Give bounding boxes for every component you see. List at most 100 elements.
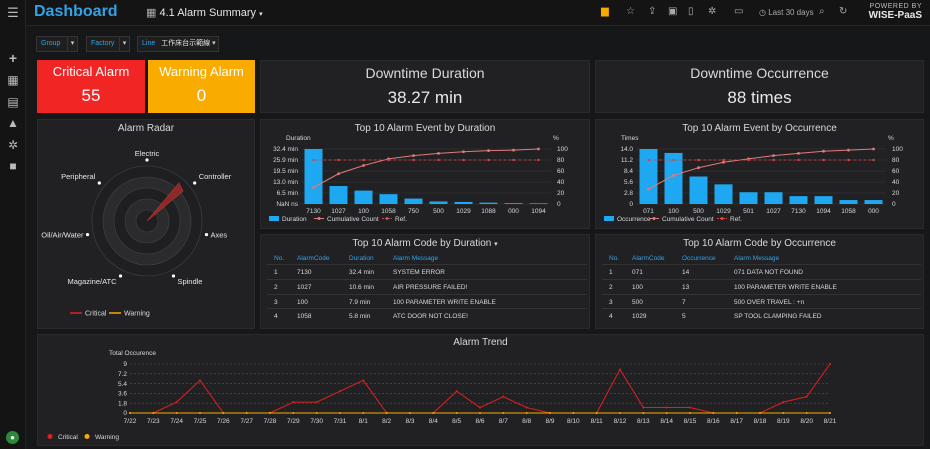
table-row[interactable]: 2 100 13 100 PARAMETER WRITE ENABLE xyxy=(602,278,921,294)
downtime-duration-label: Downtime Duration xyxy=(365,65,485,81)
star-icon[interactable]: ☆ xyxy=(626,6,635,17)
critical-trend-point xyxy=(339,390,341,393)
cumulative-point xyxy=(822,149,825,153)
table-row[interactable]: 3 100 7.9 min 100 PARAMETER WRITE ENABLE xyxy=(267,293,587,309)
plus-icon[interactable]: + xyxy=(8,50,18,66)
cumulative-point xyxy=(647,187,650,191)
y-axis-label: Total Occurence xyxy=(109,350,156,357)
dashboards-icon[interactable]: ▦ xyxy=(7,73,19,87)
top10-duration-table: No. AlarmCode Duration Alarm Message 1 7130 32… xyxy=(267,255,587,327)
gear-icon[interactable]: ✲ xyxy=(7,138,19,152)
cumulative-point xyxy=(672,174,675,177)
x-tick-label: 7/26 xyxy=(217,418,230,425)
table-cell: 071 xyxy=(632,269,643,276)
user-avatar-icon[interactable]: ● xyxy=(6,431,19,444)
cumulative-point xyxy=(437,152,440,155)
dashboard-picker[interactable]: ▦ 4.1 Alarm Summary ▾ xyxy=(146,6,263,19)
bar xyxy=(864,200,883,204)
bell-icon[interactable]: ▲ xyxy=(7,116,19,130)
chevron-down-icon: ▾ xyxy=(212,40,216,47)
group-filter[interactable]: Group ▾ xyxy=(36,36,78,52)
table-header[interactable]: Alarm Message xyxy=(393,255,439,262)
table-row[interactable]: 4 1029 5 SP TOOL CLAMPING FAILED xyxy=(602,308,921,323)
cumulative-point xyxy=(487,149,490,153)
y2-tick-label: 20 xyxy=(557,190,565,197)
radar-axis-label: Magazine/ATC xyxy=(67,277,117,286)
x-tick-label: 8/7 xyxy=(499,418,508,425)
table-header[interactable]: No. xyxy=(609,255,620,262)
y2-tick-label: 0 xyxy=(557,201,561,208)
x-tick-label: 8/21 xyxy=(824,418,837,425)
menu-icon[interactable]: ☰ xyxy=(7,5,19,20)
x-tick-label: 8/1 xyxy=(359,418,368,425)
cumulative-line xyxy=(313,148,539,188)
zoom-out-icon[interactable]: ⌕ xyxy=(819,6,825,17)
table-header[interactable]: AlarmCode xyxy=(297,255,330,262)
brand-title[interactable]: Dashboard xyxy=(34,3,118,20)
warning-trend-point xyxy=(315,412,318,414)
mobile-icon[interactable]: ▯ xyxy=(688,6,694,17)
radar-axis-label: Spindle xyxy=(177,277,202,286)
bar xyxy=(429,201,448,204)
ref-point xyxy=(387,158,390,162)
x-tick-label: 7130 xyxy=(791,208,806,215)
table-row[interactable]: 2 1027 10.6 min AIR PRESSURE FAILED! xyxy=(267,278,587,294)
time-range-picker[interactable]: ◷ Last 30 days xyxy=(759,8,814,17)
cumulative-point xyxy=(412,154,415,157)
y-tick-label: 25.9 min xyxy=(273,157,298,164)
clock-icon: ◷ xyxy=(759,8,766,17)
group-filter-label: Group xyxy=(41,40,61,47)
refresh-icon[interactable]: ↻ xyxy=(839,6,848,17)
legend-swatch-dot xyxy=(317,217,321,220)
warning-trend-point xyxy=(152,412,155,414)
table-header[interactable]: No. xyxy=(274,255,285,262)
list-icon[interactable]: ▤ xyxy=(7,95,19,109)
y-tick-label: 8.4 xyxy=(624,168,633,175)
ref-point xyxy=(362,158,365,162)
y2-axis-label: % xyxy=(553,135,559,142)
warning-trend-point xyxy=(549,412,551,414)
bar xyxy=(479,202,498,204)
table-cell: 1 xyxy=(609,269,613,276)
y2-tick-label: 20 xyxy=(892,190,900,197)
table-header[interactable]: Alarm Message xyxy=(734,255,780,262)
save-icon[interactable]: ▣ xyxy=(668,6,678,17)
shield-icon[interactable]: ■ xyxy=(9,159,17,173)
share-icon[interactable]: ⇪ xyxy=(648,6,657,17)
table-header[interactable]: Occurrence xyxy=(682,255,716,262)
factory-filter-label: Factory xyxy=(91,40,115,47)
downtime-occurrence-label: Downtime Occurrence xyxy=(690,65,829,81)
ref-point xyxy=(337,158,340,162)
x-tick-label: 071 xyxy=(643,208,654,215)
critical-trend-point xyxy=(175,401,178,404)
table-row[interactable]: 1 071 14 071 DATA NOT FOUND xyxy=(602,264,921,279)
factory-filter[interactable]: Factory ▾ xyxy=(86,36,130,52)
y-tick-label: 2.8 xyxy=(624,190,633,197)
bar xyxy=(714,184,733,204)
ref-point xyxy=(697,158,700,162)
top10-occurrence-table: No. AlarmCode Occurrence Alarm Message 1 071 1… xyxy=(602,255,921,327)
warning-trend-point xyxy=(502,412,505,414)
table-row[interactable]: 4 1058 5.8 min ATC DOOR NOT CLOSE! xyxy=(267,308,587,323)
ref-point xyxy=(847,158,850,162)
table-row[interactable]: 1 7130 32.4 min SYSTEM ERROR xyxy=(267,264,587,279)
x-tick-label: 1094 xyxy=(531,208,546,215)
warning-trend-point xyxy=(362,412,365,414)
chevron-down-icon[interactable]: ▾ xyxy=(494,241,498,248)
x-tick-label: 000 xyxy=(508,208,519,215)
x-tick-label: 7/25 xyxy=(194,418,207,425)
tv-mode-icon[interactable]: ▭ xyxy=(734,6,744,17)
add-panel-icon[interactable]: ▆ xyxy=(601,6,609,17)
ref-point xyxy=(537,158,540,162)
y2-tick-label: 100 xyxy=(892,146,903,153)
table-cell: 100 xyxy=(297,298,308,306)
line-filter[interactable]: Line 工作床台示範線 ▾ xyxy=(137,36,219,52)
legend-label: Ref. xyxy=(395,216,407,223)
table-header[interactable]: Duration xyxy=(349,255,374,262)
table-row[interactable]: 3 500 7 500 OVER TRAVEL : +n xyxy=(602,293,921,309)
downtime-occurrence-value: 88 times xyxy=(727,88,792,107)
table-cell: 100 PARAMETER WRITE ENABLE xyxy=(734,283,837,291)
settings-icon[interactable]: ✲ xyxy=(708,6,717,17)
x-tick-label: 8/9 xyxy=(545,418,554,425)
table-header[interactable]: AlarmCode xyxy=(632,255,665,262)
